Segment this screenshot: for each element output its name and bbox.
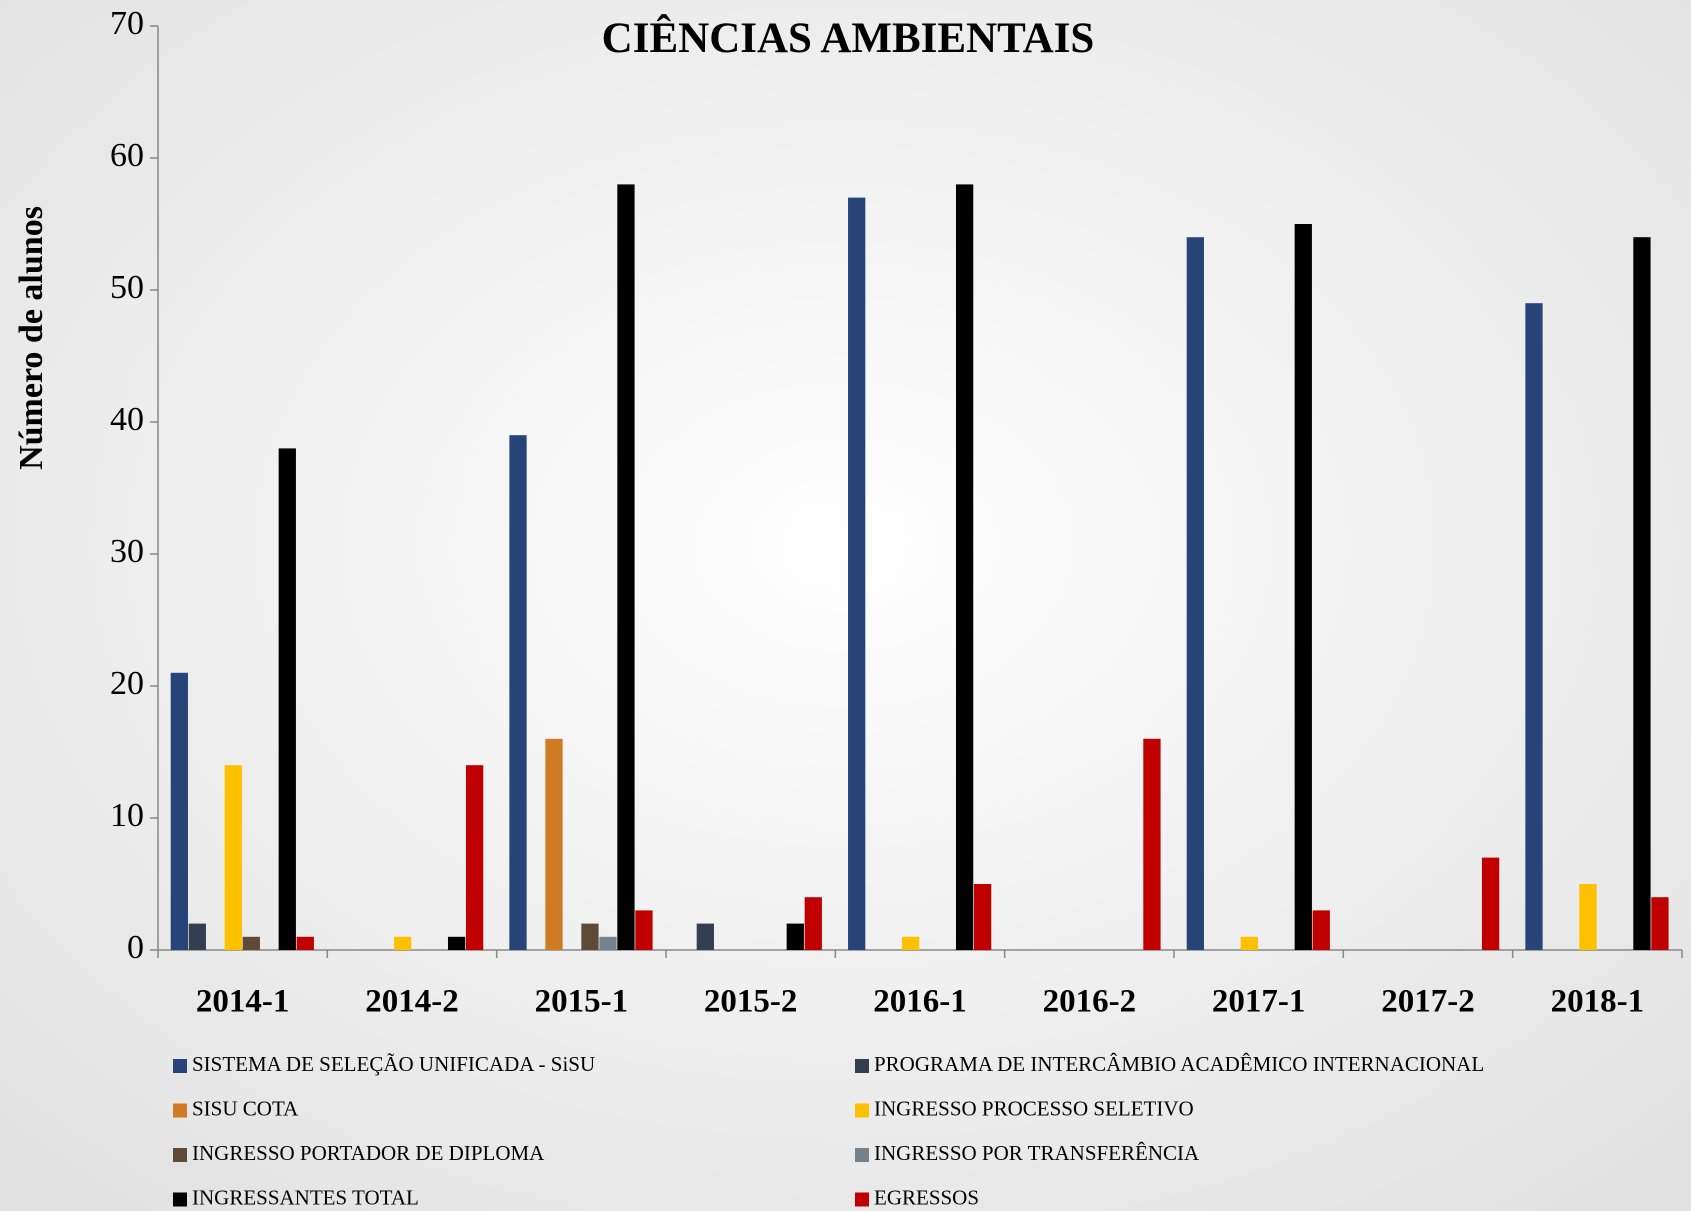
legend-label: PROGRAMA DE INTERCÂMBIO ACADÊMICO INTERN…	[874, 1052, 1484, 1076]
bar	[1312, 910, 1330, 950]
bar	[581, 923, 599, 950]
bar	[1525, 303, 1543, 950]
bar	[242, 936, 260, 950]
bar	[804, 897, 822, 950]
bar	[278, 448, 296, 950]
y-tick-label: 20	[110, 665, 144, 702]
bar	[1240, 936, 1258, 950]
bar	[170, 672, 188, 950]
x-tick-label: 2016-2	[1043, 984, 1137, 1020]
bar	[902, 936, 920, 950]
y-tick-label: 10	[110, 797, 144, 834]
bar	[696, 923, 714, 950]
y-tick-label: 70	[110, 5, 144, 42]
legend-swatch	[855, 1148, 869, 1162]
x-tick-label: 2015-2	[704, 984, 798, 1020]
bar	[188, 923, 206, 950]
legend-swatch	[173, 1103, 187, 1118]
legend-label: INGRESSO PORTADOR DE DIPLOMA	[192, 1141, 545, 1165]
bar	[1633, 237, 1651, 950]
legend-label: SISTEMA DE SELEÇÃO UNIFICADA - SiSU	[192, 1052, 595, 1076]
bar	[465, 765, 484, 950]
bar	[1651, 897, 1669, 950]
legend-swatch	[855, 1059, 869, 1073]
bar	[955, 184, 974, 950]
chart-title: CIÊNCIAS AMBIENTAIS	[602, 15, 1095, 62]
y-tick-label: 30	[110, 533, 144, 570]
bar	[786, 923, 804, 950]
bar	[1294, 224, 1312, 950]
bar	[848, 197, 866, 951]
legend-label: SISU COTA	[192, 1096, 299, 1120]
legend-swatch	[173, 1192, 187, 1207]
x-tick-label: 2015-1	[535, 984, 629, 1020]
x-tick-label: 2017-1	[1212, 984, 1306, 1020]
legend-label: INGRESSO POR TRANSFERÊNCIA	[874, 1141, 1200, 1165]
legend-label: EGRESSOS	[874, 1185, 979, 1209]
bar	[394, 936, 412, 950]
bar	[1481, 857, 1500, 950]
bar	[509, 435, 527, 950]
x-tick-label: 2017-2	[1381, 984, 1475, 1020]
y-tick-label: 40	[110, 401, 144, 438]
bar	[973, 884, 992, 950]
legend-swatch	[855, 1103, 869, 1118]
legend-swatch	[855, 1192, 869, 1207]
legend-label: INGRESSANTES TOTAL	[192, 1185, 419, 1209]
bar	[599, 936, 617, 950]
x-tick-label: 2014-1	[196, 984, 290, 1020]
y-tick-label: 60	[110, 137, 144, 174]
bar	[296, 936, 314, 950]
legend-swatch	[173, 1059, 187, 1073]
bar	[1143, 738, 1161, 950]
x-tick-label: 2014-2	[365, 984, 459, 1020]
bar	[617, 184, 635, 950]
y-tick-label: 0	[127, 929, 144, 966]
y-tick-label: 50	[110, 269, 144, 306]
bar	[545, 738, 563, 950]
bar	[224, 765, 242, 950]
y-axis-label: Número de alunos	[13, 206, 50, 470]
bar	[447, 936, 466, 950]
legend-swatch	[173, 1148, 187, 1162]
x-tick-label: 2016-1	[873, 984, 967, 1020]
bar	[635, 910, 653, 950]
bar	[1186, 237, 1204, 950]
legend-label: INGRESSO PROCESSO SELETIVO	[874, 1096, 1194, 1120]
x-tick-label: 2018-1	[1551, 984, 1645, 1020]
bar	[1579, 884, 1597, 950]
